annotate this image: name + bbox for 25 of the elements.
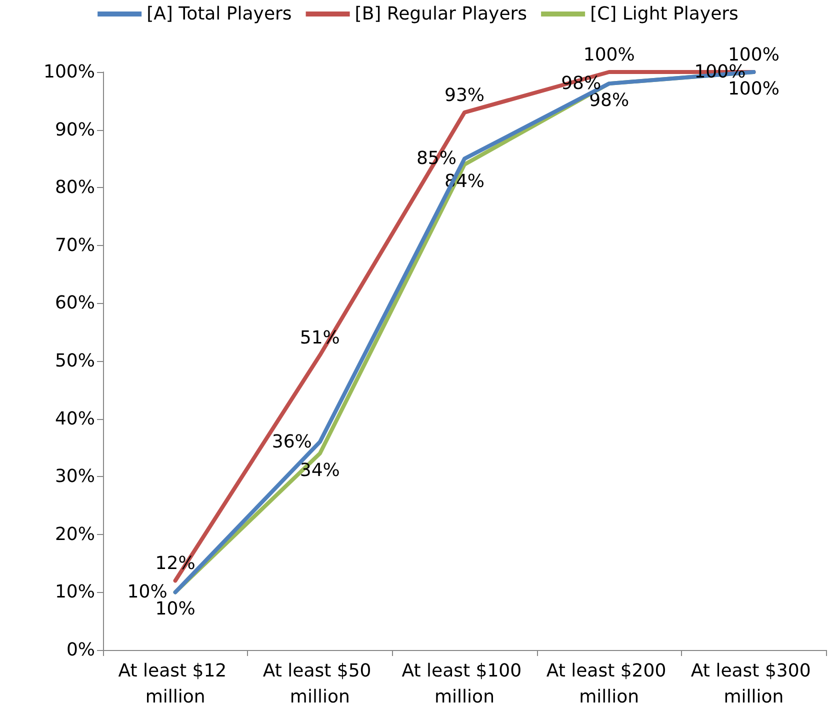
data-label: 98% [589, 90, 630, 112]
y-tick-label: 20% [54, 524, 95, 545]
y-tick-label: 100% [44, 62, 95, 82]
x-tick-label: At least $300 million [690, 660, 816, 708]
x-tick-label: At least $12 million [118, 660, 232, 708]
data-label: 10% [155, 598, 196, 620]
y-tick-label: 60% [54, 292, 95, 314]
y-tick-label: 50% [54, 350, 95, 372]
y-tick-label: 70% [54, 234, 95, 256]
data-label: 34% [300, 460, 340, 481]
y-tick-label: 80% [54, 177, 95, 198]
x-tick-label: At least $50 million [262, 660, 377, 708]
y-tick-label: 90% [54, 119, 95, 140]
y-tick-label: 0% [66, 640, 95, 660]
data-label: 100% [583, 44, 635, 66]
y-tick-label: 40% [54, 408, 95, 430]
legend-label: [A] Total Players [146, 4, 292, 24]
legend-label: [B] Regular Players [354, 4, 528, 24]
y-tick-label: 30% [54, 466, 95, 488]
x-tick-label: At least $100 million [402, 660, 528, 708]
data-label: 93% [444, 84, 485, 106]
x-tick-label: At least $200 million [546, 660, 672, 708]
legend-label: [C] Light Players [590, 4, 738, 24]
y-tick-label: 10% [54, 582, 95, 603]
data-label: 36% [272, 431, 312, 452]
